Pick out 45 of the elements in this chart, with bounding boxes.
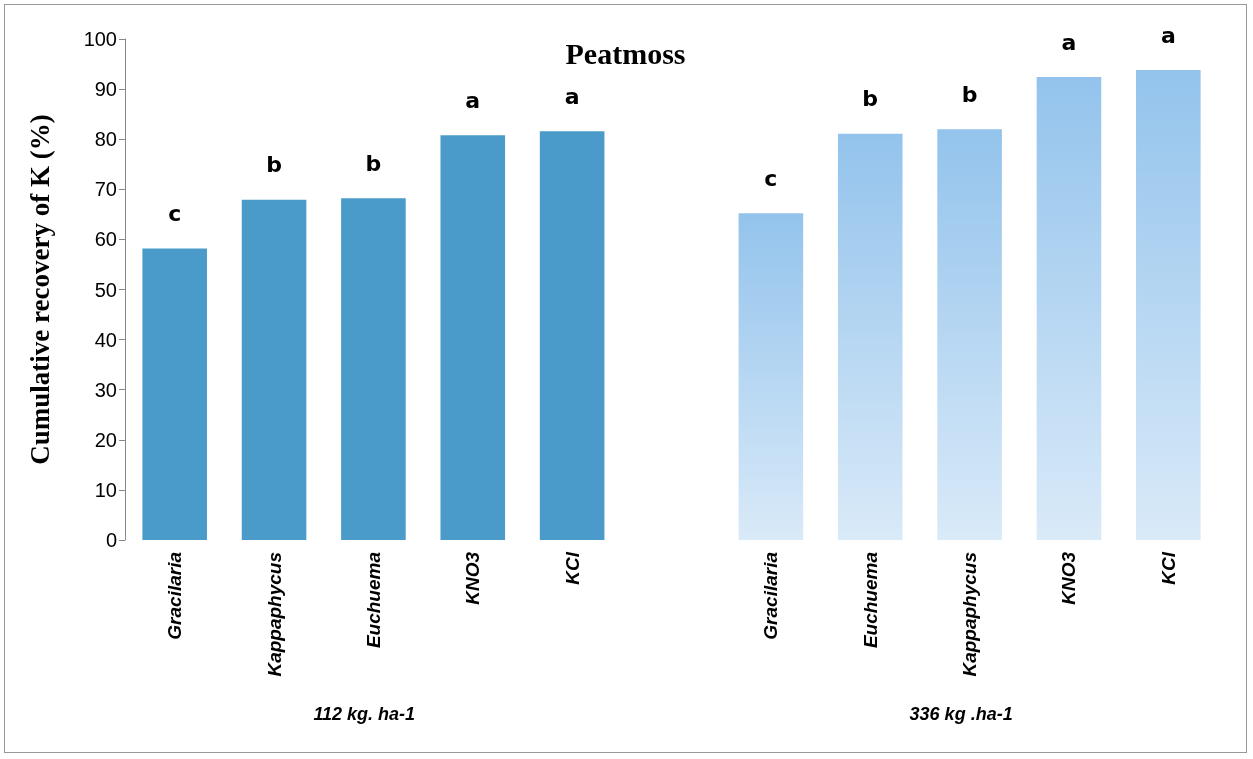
bar — [341, 198, 406, 540]
bar — [440, 135, 506, 540]
bar — [937, 129, 1002, 540]
bar — [241, 199, 307, 540]
y-tick-label: 40 — [94, 328, 117, 351]
y-tick-label: 30 — [94, 378, 117, 401]
data-label: a — [1061, 29, 1077, 55]
y-tick-label: 100 — [83, 28, 117, 50]
x-tick-label: Gracilaria — [760, 551, 782, 640]
y-tick-label: 50 — [94, 278, 117, 301]
bar — [142, 248, 207, 540]
data-label: b — [862, 86, 879, 112]
y-tick-label: 80 — [94, 128, 117, 151]
x-tick-label: Euchuema — [859, 551, 881, 649]
data-label: b — [266, 152, 282, 178]
text: 112 kg. ha-1 — [313, 704, 416, 724]
bar — [1036, 77, 1102, 540]
text: 336 kg .ha-1 — [909, 704, 1013, 724]
x-tick-label: Kappaphycus — [959, 552, 981, 677]
x-tick-label: Kappaphycus — [263, 552, 285, 677]
data-label: b — [961, 81, 978, 107]
data-label: c — [764, 165, 778, 191]
x-tick-label: KCl — [561, 551, 583, 585]
x-tick-label: KNO3 — [462, 551, 484, 605]
y-tick-label: 90 — [94, 78, 117, 101]
x-tick-label: Euchuema — [362, 551, 384, 649]
y-tick-label: 10 — [94, 478, 117, 501]
data-label: c — [168, 200, 182, 226]
y-tick-label: 60 — [94, 228, 117, 251]
bar — [837, 133, 903, 540]
y-tick-label: 20 — [94, 428, 117, 451]
data-label: b — [365, 150, 382, 176]
x-tick-label: KNO3 — [1058, 551, 1080, 605]
bar — [1136, 70, 1201, 540]
x-tick-label: KCl — [1157, 551, 1179, 585]
data-label: a — [1160, 22, 1176, 48]
y-axis-title: Cumulative recovery of K (%) — [24, 114, 55, 465]
y-tick-label: 70 — [94, 178, 117, 201]
y-tick-label: 0 — [105, 529, 117, 551]
data-label: a — [465, 87, 481, 113]
x-tick-label: Gracilaria — [164, 551, 186, 640]
chart-title: Peatmoss — [565, 36, 686, 70]
data-label: a — [564, 83, 580, 109]
bar — [539, 131, 605, 540]
bar — [738, 213, 804, 540]
